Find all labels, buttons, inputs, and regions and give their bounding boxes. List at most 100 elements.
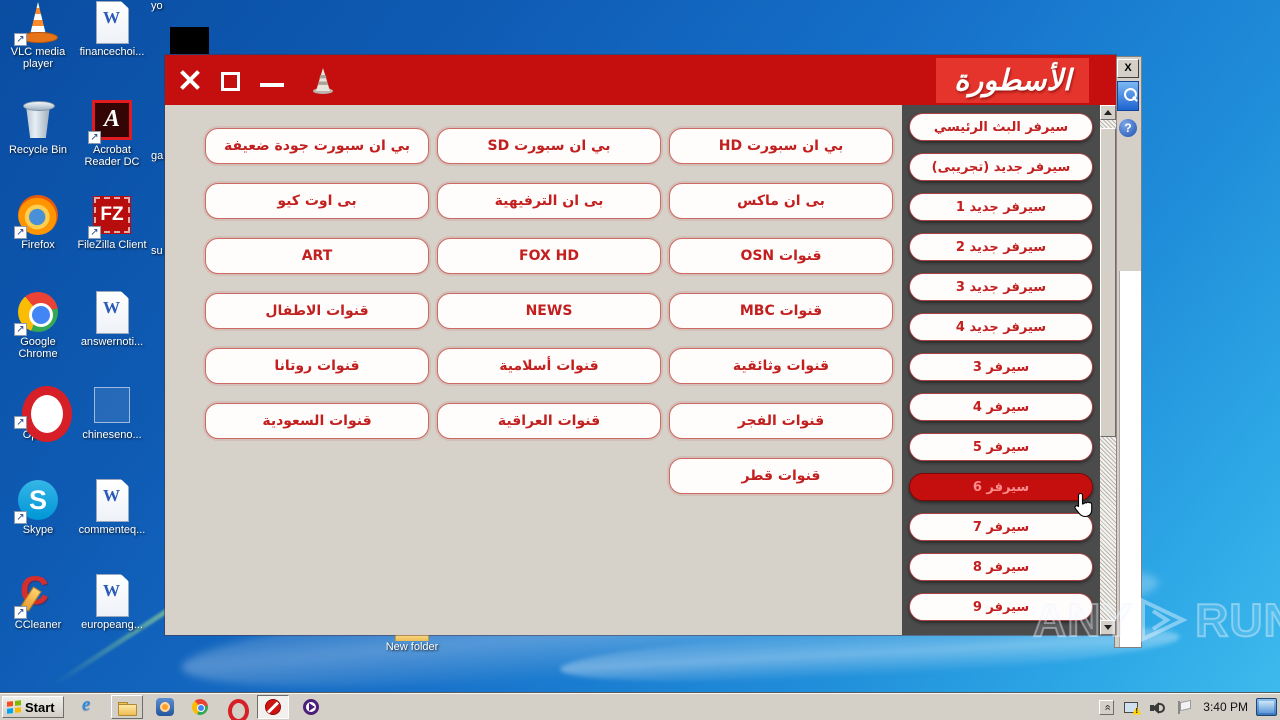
taskbar-app-icon: [264, 698, 282, 716]
channel-category-button[interactable]: قنوات الاطفال: [205, 293, 429, 329]
desktop-icon-answernoti-doc[interactable]: answernoti...: [74, 290, 150, 348]
channel-category-button[interactable]: قنوات السعودية: [205, 403, 429, 439]
vlc-cone-icon: [313, 68, 333, 94]
network-status-icon[interactable]: !: [1123, 700, 1142, 715]
taskbar-legend-app[interactable]: [257, 695, 289, 719]
clock[interactable]: 3:40 PM: [1203, 700, 1248, 714]
desktop-icon-ccleaner[interactable]: CCleaner: [0, 569, 76, 631]
maximize-button[interactable]: [221, 71, 240, 91]
help-icon[interactable]: ?: [1119, 119, 1137, 137]
desktop-icon-image: [90, 573, 134, 617]
search-icon-button[interactable]: [1117, 81, 1139, 111]
scrollbar-thumb[interactable]: [1100, 128, 1116, 437]
server-list: سيرفر البث الرئيسي سيرفر جديد (تجريبى) س…: [902, 105, 1100, 621]
server-button[interactable]: سيرفر البث الرئيسي: [909, 113, 1093, 141]
channel-category-button[interactable]: قنوات روتانا: [205, 348, 429, 384]
channel-category-button[interactable]: NEWS: [437, 293, 661, 329]
desktop-icon-label-partial[interactable]: yo: [151, 0, 163, 12]
desktop-icon-image: [90, 383, 134, 427]
shortcut-arrow-icon: [14, 226, 27, 239]
channel-category-grid: بي ان سبورت HD بي ان سبورت SD بي ان سبور…: [203, 128, 893, 494]
shortcut-arrow-icon: [14, 511, 27, 524]
desktop-icon-vlc-media-player[interactable]: VLC media player: [0, 0, 76, 70]
taskbar-explorer-folder[interactable]: [111, 695, 143, 719]
channel-category-button[interactable]: قنوات قطر: [669, 458, 893, 494]
desktop-icon-label: answernoti...: [80, 336, 144, 348]
desktop-icon-opera[interactable]: Opera: [0, 383, 76, 442]
shortcut-arrow-icon: [14, 416, 27, 429]
shortcut-arrow-icon: [88, 131, 101, 144]
channel-category-button[interactable]: قنوات OSN: [669, 238, 893, 274]
show-hidden-icons-chevron[interactable]: «: [1099, 699, 1115, 715]
server-button[interactable]: سيرفر جديد 4: [909, 313, 1093, 341]
show-desktop-button[interactable]: [1256, 698, 1277, 716]
server-button[interactable]: سيرفر جديد 2: [909, 233, 1093, 261]
taskbar-internet-explorer[interactable]: [76, 694, 102, 719]
desktop-icon-financechoi-doc[interactable]: financechoi...: [74, 0, 150, 58]
taskbar: Start: [0, 693, 1280, 720]
desktop-icon-europeang-doc[interactable]: europeang...: [74, 573, 150, 631]
channel-category-button[interactable]: بي ان سبورت SD: [437, 128, 661, 164]
server-button[interactable]: سيرفر 6: [909, 473, 1093, 501]
desktop-icon-filezilla-client[interactable]: FileZilla Client: [74, 193, 150, 251]
start-button[interactable]: Start: [2, 696, 64, 718]
desktop-icon-label: Skype: [22, 524, 54, 536]
channel-category-button[interactable]: بى ان الترفيهية: [437, 183, 661, 219]
channel-category-button[interactable]: بى اوت كيو: [205, 183, 429, 219]
desktop-icon-firefox[interactable]: Firefox: [0, 193, 76, 251]
close-button[interactable]: [179, 69, 201, 91]
desktop-icon-label: Firefox: [21, 239, 55, 251]
desktop-icon-image: [14, 193, 60, 239]
volume-icon[interactable]: [1150, 700, 1167, 715]
app-logo: الأسطورة: [936, 58, 1089, 103]
server-button[interactable]: سيرفر 9: [909, 593, 1093, 621]
server-button[interactable]: سيرفر 4: [909, 393, 1093, 421]
desktop-icon-skype[interactable]: Skype: [0, 478, 76, 536]
desktop-icon-label-partial[interactable]: ga: [151, 150, 164, 162]
scroll-down-button[interactable]: [1100, 620, 1116, 635]
start-button-label: Start: [25, 699, 55, 715]
desktop-icon-image: [88, 193, 134, 239]
desktop-icon-label: financechoi...: [79, 46, 145, 58]
scroll-up-button[interactable]: [1100, 105, 1116, 120]
minimize-button[interactable]: [260, 83, 284, 87]
channel-category-button[interactable]: ART: [205, 238, 429, 274]
server-button[interactable]: سيرفر 8: [909, 553, 1093, 581]
channel-category-button[interactable]: بي ان سبورت جودة ضعيفة: [205, 128, 429, 164]
desktop-icon-label: europeang...: [81, 619, 143, 631]
channel-category-button[interactable]: قنوات وثائقية: [669, 348, 893, 384]
channel-category-button[interactable]: قنوات الفجر: [669, 403, 893, 439]
desktop-icon-image: [14, 0, 60, 46]
channel-category-button[interactable]: FOX HD: [437, 238, 661, 274]
taskbar-opera[interactable]: [222, 695, 249, 720]
server-button[interactable]: سيرفر 3: [909, 353, 1093, 381]
server-button[interactable]: سيرفر جديد (تجريبى): [909, 153, 1093, 181]
server-button[interactable]: سيرفر جديد 3: [909, 273, 1093, 301]
taskbar-media-player[interactable]: [152, 695, 178, 719]
server-button[interactable]: سيرفر 7: [909, 513, 1093, 541]
channel-category-button[interactable]: قنوات أسلامية: [437, 348, 661, 384]
desktop-icon-image: [16, 98, 60, 142]
taskbar-media-player-classic[interactable]: [298, 695, 324, 719]
vertical-scrollbar[interactable]: [1100, 105, 1116, 635]
channel-category-button[interactable]: قنوات العراقية: [437, 403, 661, 439]
channel-category-button[interactable]: قنوات MBC: [669, 293, 893, 329]
server-button[interactable]: سيرفر 5: [909, 433, 1093, 461]
channel-category-button[interactable]: بي ان سبورت HD: [669, 128, 893, 164]
desktop-icon-google-chrome[interactable]: Google Chrome: [0, 290, 76, 360]
desktop-icon-label: chineseno...: [82, 429, 142, 441]
desktop-icon-column-1: Recycle Bin Firefox Google Chrome: [0, 0, 76, 690]
channel-category-button[interactable]: بى ان ماكس: [669, 183, 893, 219]
desktop-icon-commenteq-doc[interactable]: commenteq...: [74, 478, 150, 536]
server-button[interactable]: سيرفر جديد 1: [909, 193, 1093, 221]
action-center-flag-icon[interactable]: [1176, 700, 1190, 715]
taskbar-google-chrome[interactable]: [187, 695, 213, 719]
desktop-icon-label: CCleaner: [14, 619, 62, 631]
desktop-icon-chineseno-file[interactable]: chineseno...: [74, 383, 150, 441]
shortcut-arrow-icon: [14, 323, 27, 336]
desktop-icon-label: Google Chrome: [18, 336, 58, 360]
desktop-icon-acrobat-reader-dc[interactable]: Acrobat Reader DC: [74, 98, 150, 168]
desktop-icon-recycle-bin[interactable]: Recycle Bin: [0, 98, 76, 156]
desktop-icon-label-partial[interactable]: su: [151, 245, 163, 257]
background-window-close-button[interactable]: X: [1117, 59, 1139, 78]
